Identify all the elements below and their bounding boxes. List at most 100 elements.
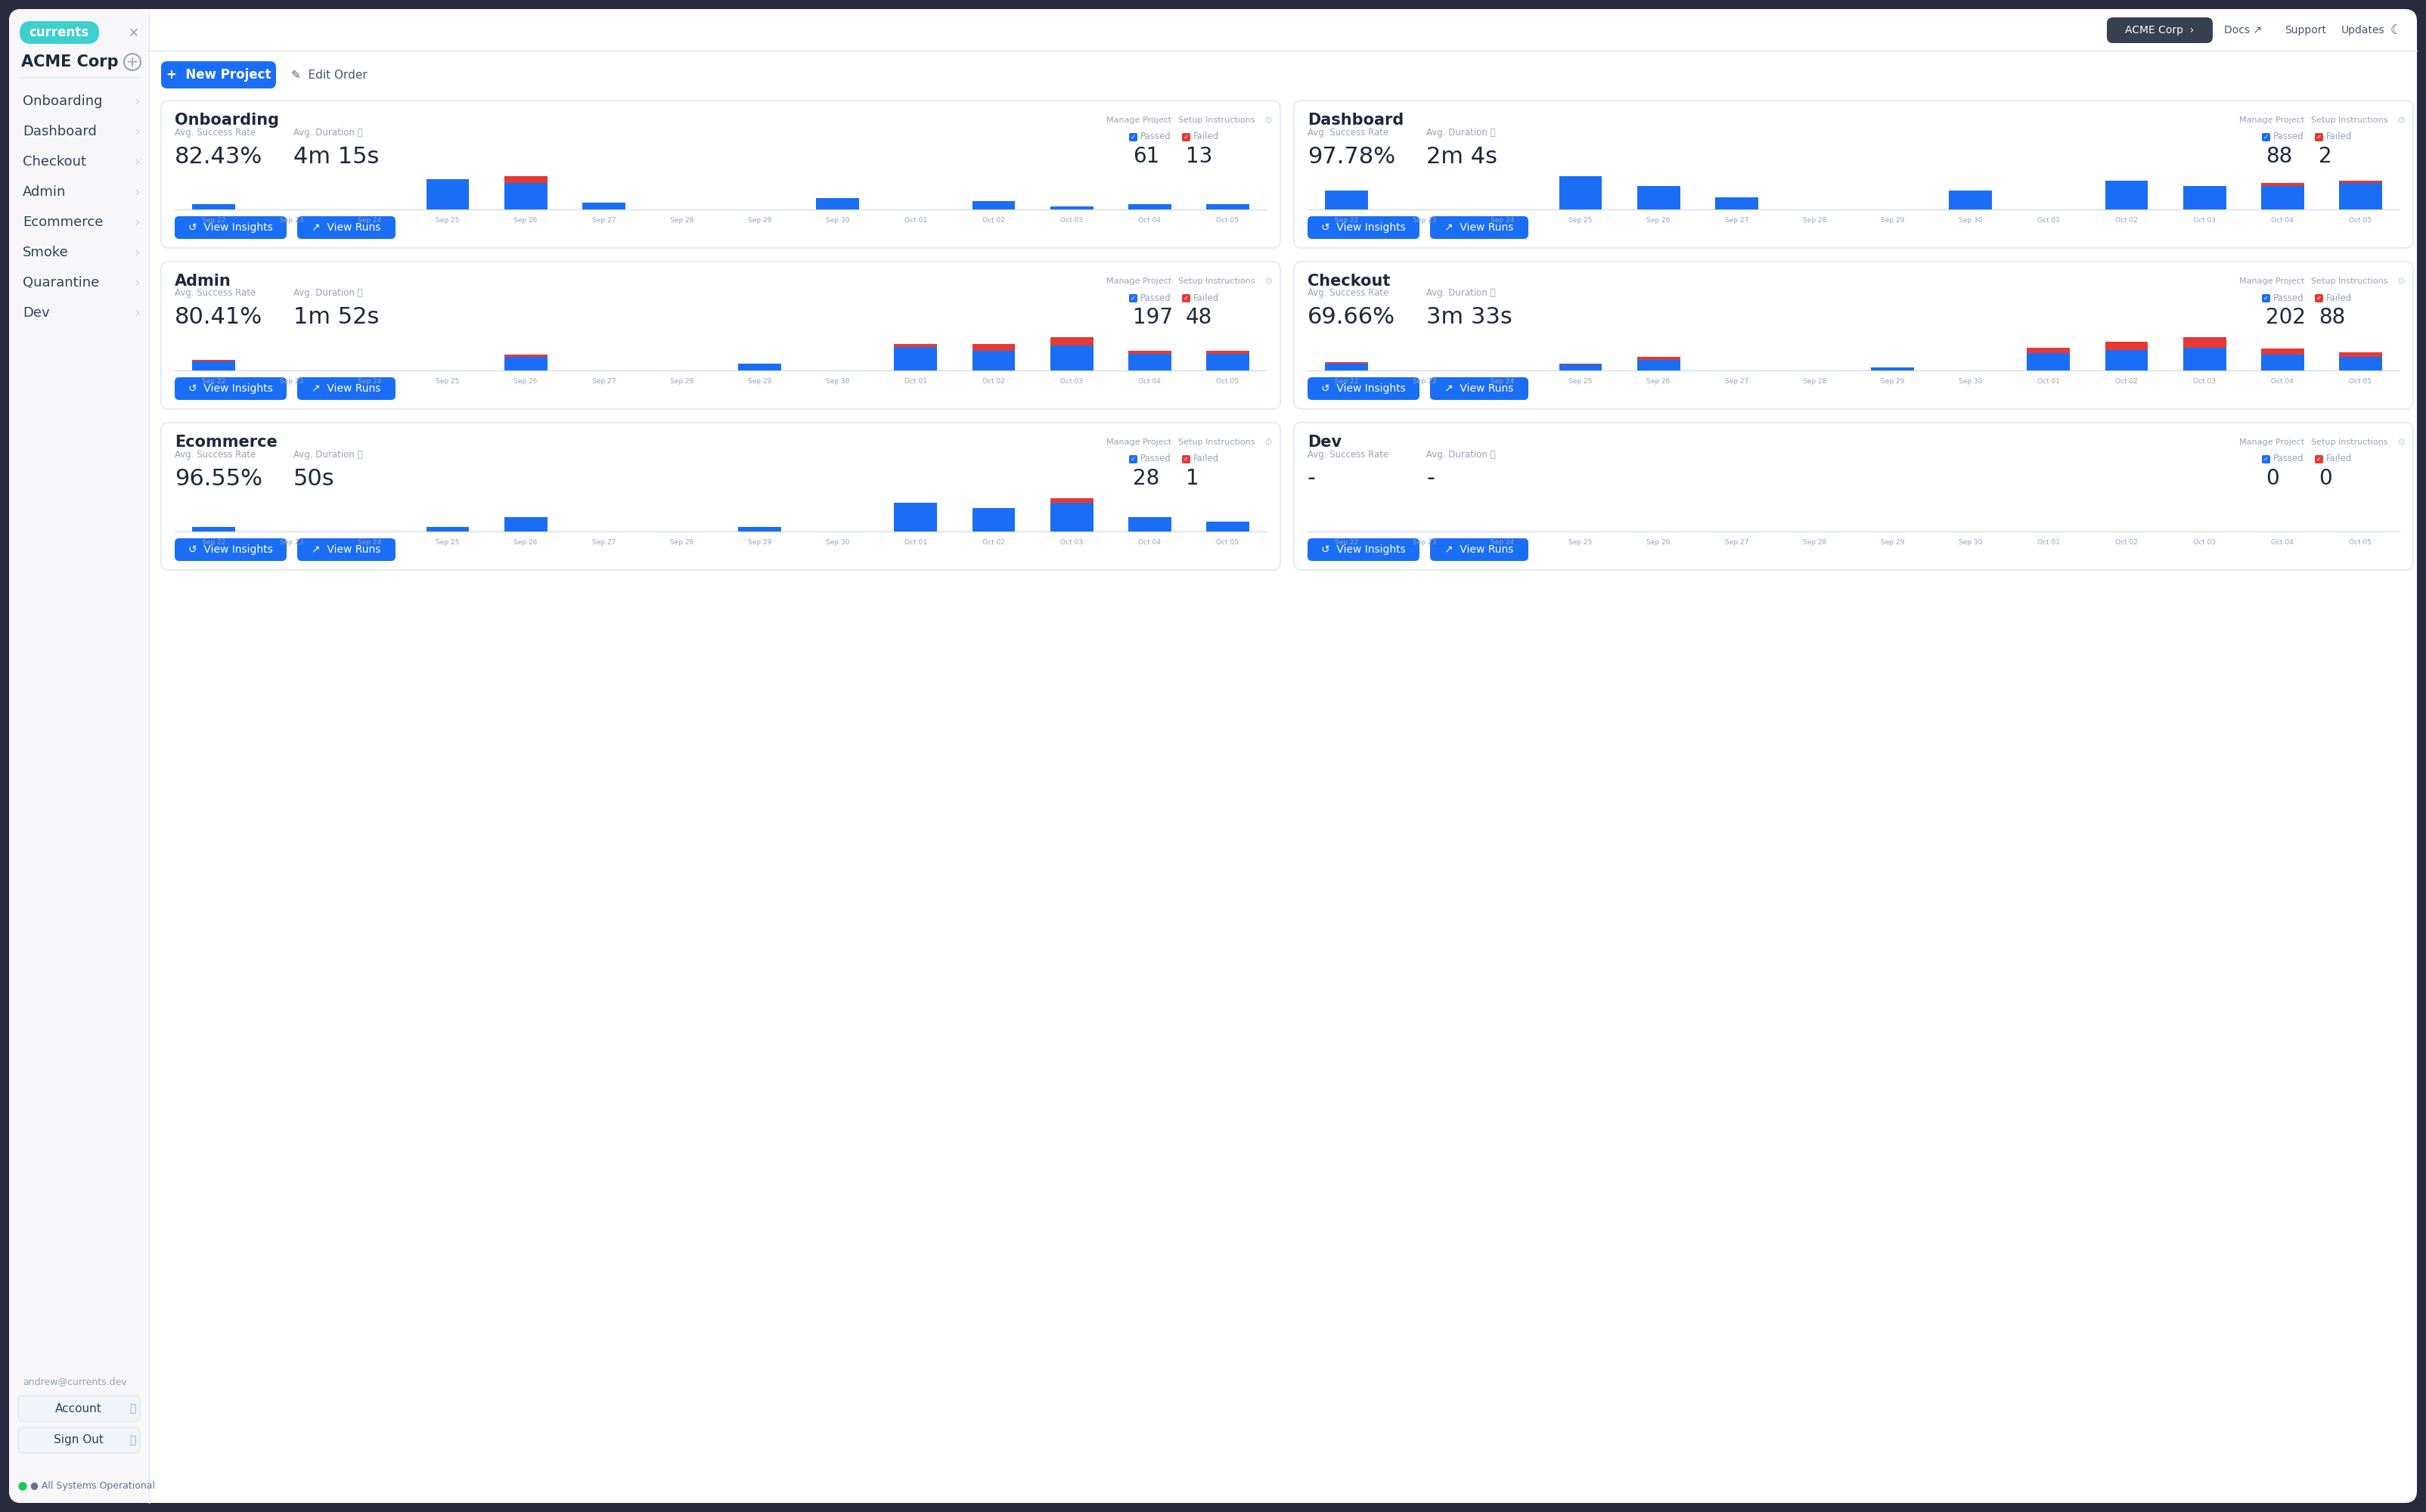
Text: Oct 03: Oct 03 [1060, 540, 1082, 546]
Text: Support: Support [2285, 24, 2327, 35]
FancyBboxPatch shape [160, 100, 1281, 248]
Text: Sep 27: Sep 27 [592, 540, 616, 546]
Text: Passed: Passed [2273, 454, 2305, 464]
Text: Sep 27: Sep 27 [1725, 216, 1749, 224]
Circle shape [19, 1482, 27, 1491]
FancyBboxPatch shape [298, 538, 395, 561]
Bar [973, 508, 1014, 532]
Text: ↗  View Runs: ↗ View Runs [313, 222, 381, 233]
Text: Failed: Failed [2327, 293, 2353, 302]
Text: 197: 197 [1133, 307, 1172, 328]
Text: Checkout: Checkout [1308, 274, 1390, 289]
Text: Sep 25: Sep 25 [437, 540, 459, 546]
Text: 1: 1 [1186, 469, 1198, 490]
FancyBboxPatch shape [1308, 216, 1419, 239]
Text: ✓: ✓ [1184, 135, 1189, 141]
Bar [895, 343, 936, 348]
Text: ☾: ☾ [2390, 23, 2402, 36]
Text: Sep 26: Sep 26 [1647, 216, 1672, 224]
Text: Oct 03: Oct 03 [2193, 540, 2215, 546]
FancyBboxPatch shape [2261, 133, 2271, 142]
Bar [505, 183, 548, 209]
Text: Sep 23: Sep 23 [279, 540, 303, 546]
Bar [2106, 342, 2147, 351]
Text: Sep 23: Sep 23 [279, 378, 303, 384]
Text: 👤: 👤 [129, 1403, 136, 1414]
Text: +  New Project: + New Project [167, 68, 272, 82]
Text: 3m 33s: 3m 33s [1426, 307, 1511, 328]
Bar [1715, 198, 1759, 209]
Text: ✓: ✓ [1184, 295, 1189, 302]
Text: Oct 04: Oct 04 [2271, 216, 2295, 224]
Text: currents: currents [29, 26, 90, 39]
Bar [505, 175, 548, 183]
Text: 69.66%: 69.66% [1308, 307, 1395, 328]
Text: Avg. Duration ⓘ: Avg. Duration ⓘ [1426, 289, 1494, 298]
Text: Setup Instructions: Setup Instructions [1179, 278, 1254, 284]
FancyBboxPatch shape [10, 9, 148, 1503]
Text: Sep 30: Sep 30 [825, 378, 849, 384]
Text: Oct 03: Oct 03 [1060, 216, 1082, 224]
Text: Onboarding: Onboarding [175, 113, 279, 129]
Text: 80.41%: 80.41% [175, 307, 262, 328]
Text: Updates: Updates [2341, 24, 2385, 35]
Text: Oct 01: Oct 01 [2038, 540, 2060, 546]
Text: Sep 30: Sep 30 [825, 216, 849, 224]
Bar [2183, 337, 2227, 348]
Text: Setup Instructions: Setup Instructions [2312, 438, 2387, 446]
Bar [738, 526, 781, 532]
Text: ✓: ✓ [1131, 135, 1135, 141]
Bar [2339, 183, 2382, 209]
Bar [973, 201, 1014, 209]
FancyBboxPatch shape [17, 1427, 141, 1453]
Text: ✓: ✓ [2317, 457, 2322, 463]
Text: Avg. Duration ⓘ: Avg. Duration ⓘ [294, 449, 364, 460]
Text: ✓: ✓ [1131, 295, 1135, 302]
Text: 0: 0 [2319, 469, 2331, 490]
Text: Sep 30: Sep 30 [825, 540, 849, 546]
Text: Sep 27: Sep 27 [592, 216, 616, 224]
Text: Passed: Passed [2273, 132, 2305, 142]
Text: ✓: ✓ [2317, 135, 2322, 141]
Text: Sep 23: Sep 23 [279, 216, 303, 224]
Text: Ecommerce: Ecommerce [175, 435, 277, 451]
Text: 96.55%: 96.55% [175, 467, 262, 490]
Text: 28: 28 [1133, 469, 1160, 490]
Bar [973, 343, 1014, 351]
Text: Sep 25: Sep 25 [1570, 540, 1591, 546]
Text: 88: 88 [2319, 307, 2346, 328]
Text: Sep 29: Sep 29 [1880, 216, 1904, 224]
Bar [1206, 522, 1249, 532]
Text: ›: › [133, 154, 141, 169]
Text: Oct 04: Oct 04 [2271, 378, 2295, 384]
Text: 4m 15s: 4m 15s [294, 145, 378, 168]
Text: Ecommerce: Ecommerce [22, 215, 104, 228]
FancyBboxPatch shape [2314, 455, 2324, 463]
Text: Dev: Dev [22, 305, 49, 321]
Bar [1638, 357, 1679, 360]
Text: Oct 03: Oct 03 [1060, 378, 1082, 384]
Text: ✓: ✓ [2317, 295, 2322, 302]
Bar [973, 351, 1014, 370]
Bar [1050, 206, 1094, 209]
Text: ↺  View Insights: ↺ View Insights [189, 544, 272, 555]
Bar [1206, 351, 1249, 354]
Text: ›: › [133, 184, 141, 200]
FancyBboxPatch shape [160, 262, 1281, 408]
Bar [1638, 360, 1679, 370]
Text: Passed: Passed [1140, 293, 1172, 302]
Text: Passed: Passed [1140, 454, 1172, 464]
Text: Oct 01: Oct 01 [905, 540, 927, 546]
Text: Setup Instructions: Setup Instructions [2312, 116, 2387, 124]
Text: Sep 29: Sep 29 [1880, 540, 1904, 546]
Bar [505, 354, 548, 357]
Bar [1638, 186, 1679, 209]
Bar [815, 198, 859, 209]
FancyBboxPatch shape [298, 376, 395, 399]
Text: Oct 03: Oct 03 [2193, 216, 2215, 224]
Bar [192, 204, 235, 209]
FancyBboxPatch shape [1181, 133, 1191, 142]
Text: ✓: ✓ [2263, 457, 2268, 463]
Text: Oct 05: Oct 05 [2348, 540, 2373, 546]
Text: Failed: Failed [2327, 454, 2353, 464]
